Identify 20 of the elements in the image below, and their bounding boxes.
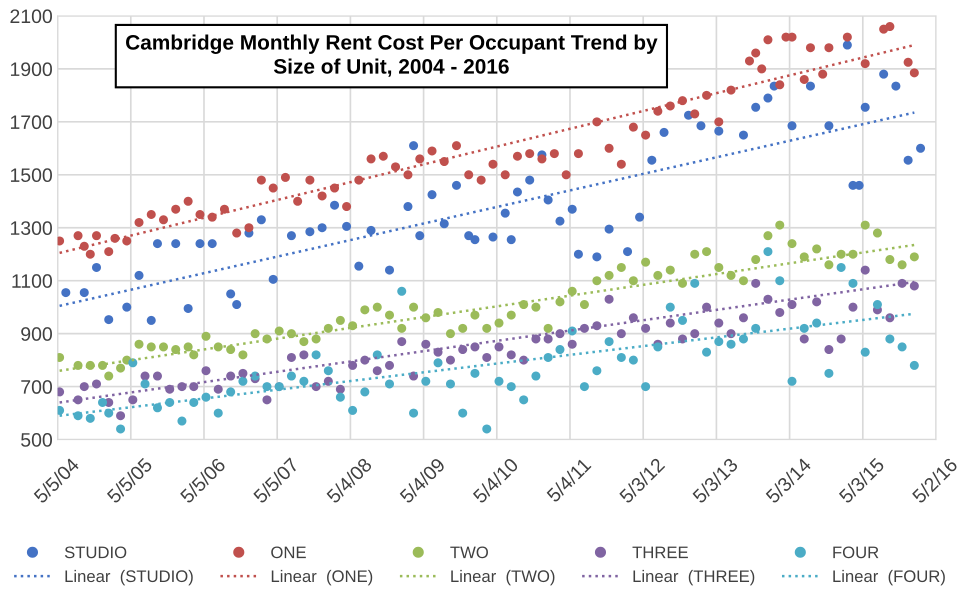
y-tick-label: 1700 xyxy=(10,115,52,130)
legend-label: FOUR xyxy=(833,546,878,558)
y-tick-label: 900 xyxy=(21,327,52,341)
text: Cambridge Monthly Rent Cost Per Occupant Trend by Size of Unit, 2004 - 2016 xyxy=(126,34,658,77)
legend-label: ONE xyxy=(271,546,306,558)
y-tick-label: 700 xyxy=(21,380,52,394)
y-tick-label: 1100 xyxy=(12,274,52,288)
y-tick-label: 1300 xyxy=(10,221,52,235)
y-tick-label: 1500 xyxy=(10,168,52,182)
legend-label: Linear (TWO) xyxy=(451,570,554,586)
y-tick-label: 500 xyxy=(21,433,52,447)
y-tick-label: 1900 xyxy=(10,62,52,76)
legend-label: Linear (STUDIO) xyxy=(65,570,193,586)
legend-label: Linear (ONE) xyxy=(272,570,372,586)
legend-label: TWO xyxy=(450,546,488,558)
legend-label: STUDIO xyxy=(64,546,126,558)
y-tick-label: 2100 xyxy=(10,9,52,24)
legend-label: Linear (THREE) xyxy=(634,570,754,586)
legend-label: THREE xyxy=(632,546,688,558)
legend-label: Linear (FOUR) xyxy=(833,570,945,586)
